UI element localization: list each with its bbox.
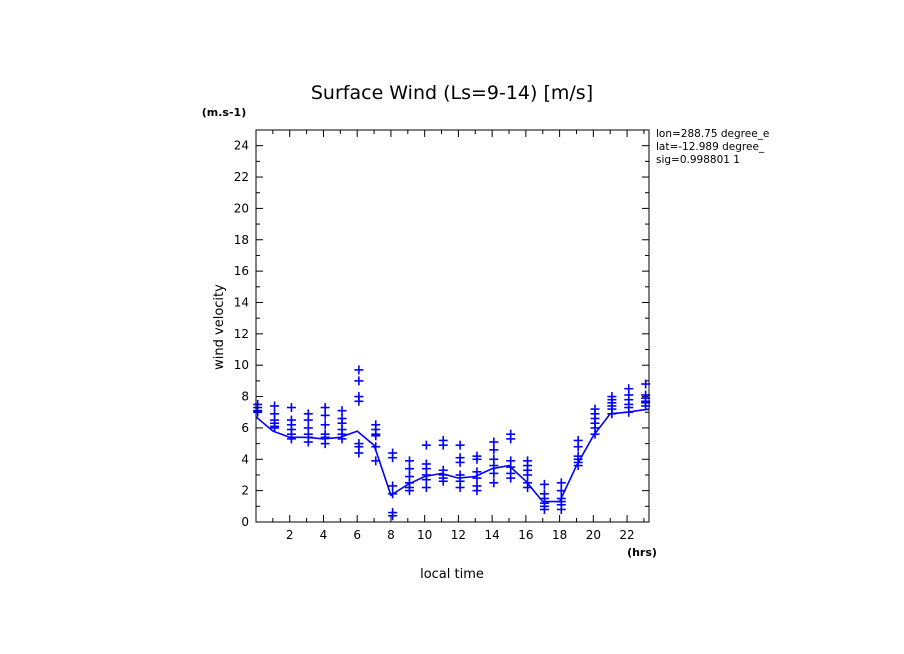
x-tick-label: 22 (619, 528, 634, 542)
plot-frame (255, 129, 650, 523)
sample-point (270, 423, 280, 433)
sample-point (624, 407, 634, 417)
sample-point (472, 454, 482, 464)
sample-point (438, 476, 448, 486)
sample-point (438, 440, 448, 450)
sample-point (388, 511, 398, 521)
sample-point (489, 478, 499, 488)
sample-point (253, 407, 263, 417)
sample-point (320, 420, 330, 430)
sample-point (573, 461, 583, 471)
x-tick-label: 16 (518, 528, 533, 542)
sample-point (489, 461, 499, 471)
sample-point (303, 437, 313, 447)
sample-point (607, 409, 617, 419)
sample-point (404, 456, 414, 466)
sample-point (421, 440, 431, 450)
y-tick-label: 2 (241, 484, 249, 498)
y-tick-label: 12 (234, 327, 249, 341)
sample-point (421, 475, 431, 485)
y-tick-label: 18 (234, 233, 249, 247)
x-tick-label: 2 (286, 528, 294, 542)
x-tick-label: 18 (552, 528, 567, 542)
sample-point (421, 483, 431, 493)
sample-point (556, 478, 566, 488)
sample-point (455, 457, 465, 467)
y-tick-label: 16 (234, 264, 249, 278)
y-axis-title: wind velocity (212, 284, 227, 370)
info-lon: lon=288.75 degree_e (656, 128, 769, 140)
sample-point (556, 504, 566, 514)
sample-point (404, 486, 414, 496)
mean-wind-line (255, 408, 650, 503)
sample-point (472, 486, 482, 496)
sample-point (506, 434, 516, 444)
sample-point (320, 403, 330, 413)
x-tick-label: 12 (451, 528, 466, 542)
sample-point (388, 489, 398, 499)
sample-point (472, 473, 482, 483)
x-tick-label: 14 (484, 528, 499, 542)
sample-point (590, 429, 600, 439)
sample-point (455, 483, 465, 493)
sample-point (371, 456, 381, 466)
sample-point (489, 445, 499, 455)
sample-point (539, 479, 549, 489)
sample-point (320, 439, 330, 449)
plot-area (253, 365, 651, 521)
x-tick-label: 6 (353, 528, 361, 542)
sample-point (404, 464, 414, 474)
info-lat: lat=-12.989 degree_ (656, 141, 765, 153)
sample-point (371, 431, 381, 441)
sample-point (270, 401, 280, 411)
x-axis-title: local time (420, 567, 484, 582)
x-unit-label: (hrs) (627, 546, 657, 559)
sample-point (489, 468, 499, 478)
x-tick-label: 10 (417, 528, 432, 542)
sample-point (371, 442, 381, 452)
x-tick-label: 8 (387, 528, 395, 542)
info-sig: sig=0.998801 1 (656, 154, 740, 166)
sample-point (286, 403, 296, 413)
sample-point (337, 406, 347, 416)
sample-point (354, 448, 364, 458)
x-tick-label: 20 (586, 528, 601, 542)
sample-point (523, 483, 533, 493)
sample-point (286, 434, 296, 444)
sample-point (354, 396, 364, 406)
y-tick-label: 24 (234, 139, 249, 153)
info-clip (779, 125, 904, 170)
sample-point (388, 453, 398, 463)
y-tick-label: 10 (234, 358, 249, 372)
y-tick-label: 22 (234, 170, 249, 184)
sample-point (354, 376, 364, 386)
sample-point (573, 442, 583, 452)
info-block: lon=288.75 degree_e lat=-12.989 degree_ … (656, 128, 769, 166)
sample-point (506, 473, 516, 483)
sample-point (523, 470, 533, 480)
y-tick-label: 14 (234, 295, 249, 309)
sample-point (337, 434, 347, 444)
sample-point (489, 437, 499, 447)
y-unit-label: (m.s-1) (202, 106, 246, 119)
sample-point (556, 486, 566, 496)
y-tick-label: 4 (241, 452, 249, 466)
y-tick-label: 8 (241, 390, 249, 404)
sample-point (539, 504, 549, 514)
sample-point (303, 415, 313, 425)
sample-point (354, 365, 364, 375)
y-tick-label: 20 (234, 201, 249, 215)
sample-point (320, 410, 330, 420)
chart-title: Surface Wind (Ls=9-14) [m/s] (311, 82, 593, 104)
sample-point (455, 440, 465, 450)
y-tick-label: 0 (241, 515, 249, 529)
x-tick-label: 4 (320, 528, 328, 542)
y-tick-label: 6 (241, 421, 249, 435)
sample-point (388, 481, 398, 491)
